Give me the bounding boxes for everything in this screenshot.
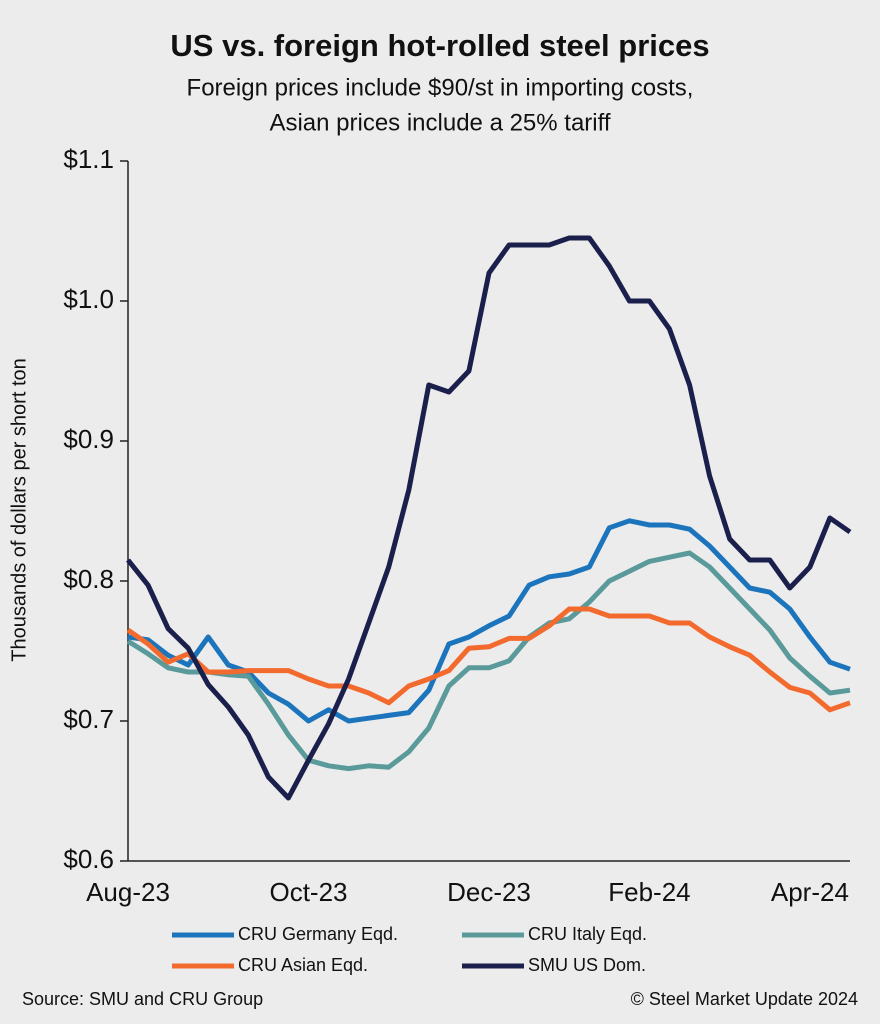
- y-tick-label: $0.7: [63, 704, 114, 734]
- source-note: Source: SMU and CRU Group: [22, 989, 263, 1009]
- x-tick-label: Feb-24: [608, 877, 690, 907]
- chart-subtitle: Foreign prices include $90/st in importi…: [187, 74, 694, 101]
- x-tick-label: Dec-23: [447, 877, 531, 907]
- chart-title: US vs. foreign hot-rolled steel prices: [170, 28, 709, 63]
- series-line: [126, 606, 851, 713]
- y-tick-label: $0.6: [63, 844, 114, 874]
- legend-label: CRU Asian Eqd.: [238, 955, 368, 975]
- legend-label: CRU Italy Eqd.: [528, 924, 647, 944]
- series-line: [126, 235, 852, 801]
- x-tick-label: Oct-23: [269, 877, 347, 907]
- legend-label: CRU Germany Eqd.: [238, 924, 398, 944]
- chart-subtitle: Asian prices include a 25% tariff: [269, 109, 610, 136]
- x-tick-label: Aug-23: [86, 877, 170, 907]
- y-tick-label: $1.1: [63, 144, 114, 174]
- y-tick-label: $1.0: [63, 284, 114, 314]
- y-axis-label: Thousands of dollars per short ton: [8, 358, 30, 662]
- x-tick-label: Apr-24: [771, 877, 849, 907]
- credit-note: © Steel Market Update 2024: [631, 989, 858, 1009]
- legend-label: SMU US Dom.: [528, 955, 646, 975]
- series-line: [126, 550, 851, 772]
- y-tick-label: $0.8: [63, 564, 114, 594]
- y-tick-label: $0.9: [63, 424, 114, 454]
